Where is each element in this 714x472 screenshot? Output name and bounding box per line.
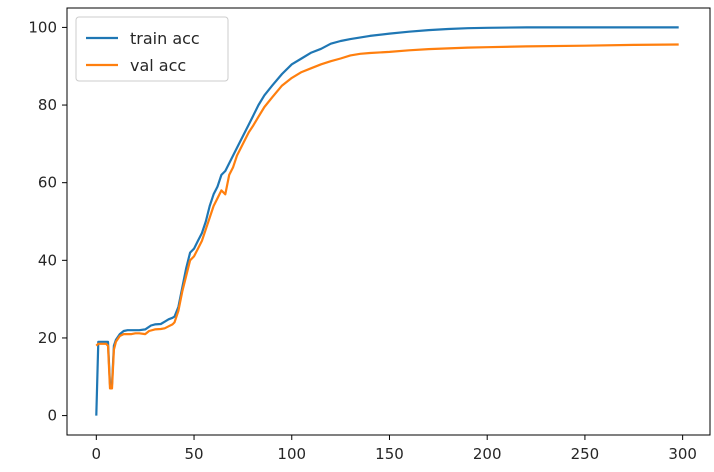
x-tick-label: 50 <box>184 445 203 463</box>
x-tick-label: 100 <box>277 445 306 463</box>
x-tick-label: 250 <box>571 445 600 463</box>
x-tick-label: 0 <box>92 445 102 463</box>
ticks-layer: 0 50 100 150 200 250 300 0 20 40 60 80 100 <box>28 18 697 463</box>
y-tick-label: 0 <box>47 407 57 425</box>
series-line-0 <box>95 26 679 416</box>
legend-label-0: train acc <box>130 29 200 48</box>
y-tick-label: 20 <box>38 329 57 347</box>
x-tick-label: 150 <box>375 445 404 463</box>
y-tick-label: 40 <box>38 251 57 269</box>
series-line-1 <box>95 43 679 390</box>
legend-label-1: val acc <box>130 56 186 75</box>
y-tick-label: 60 <box>38 174 57 192</box>
x-tick-label: 200 <box>473 445 502 463</box>
x-tick-label: 300 <box>668 445 697 463</box>
axes-frame <box>66 7 711 436</box>
y-tick-label: 80 <box>38 96 57 114</box>
series-layer <box>95 26 679 416</box>
y-tick-label: 100 <box>28 18 57 36</box>
legend: train acc val acc <box>75 16 229 82</box>
